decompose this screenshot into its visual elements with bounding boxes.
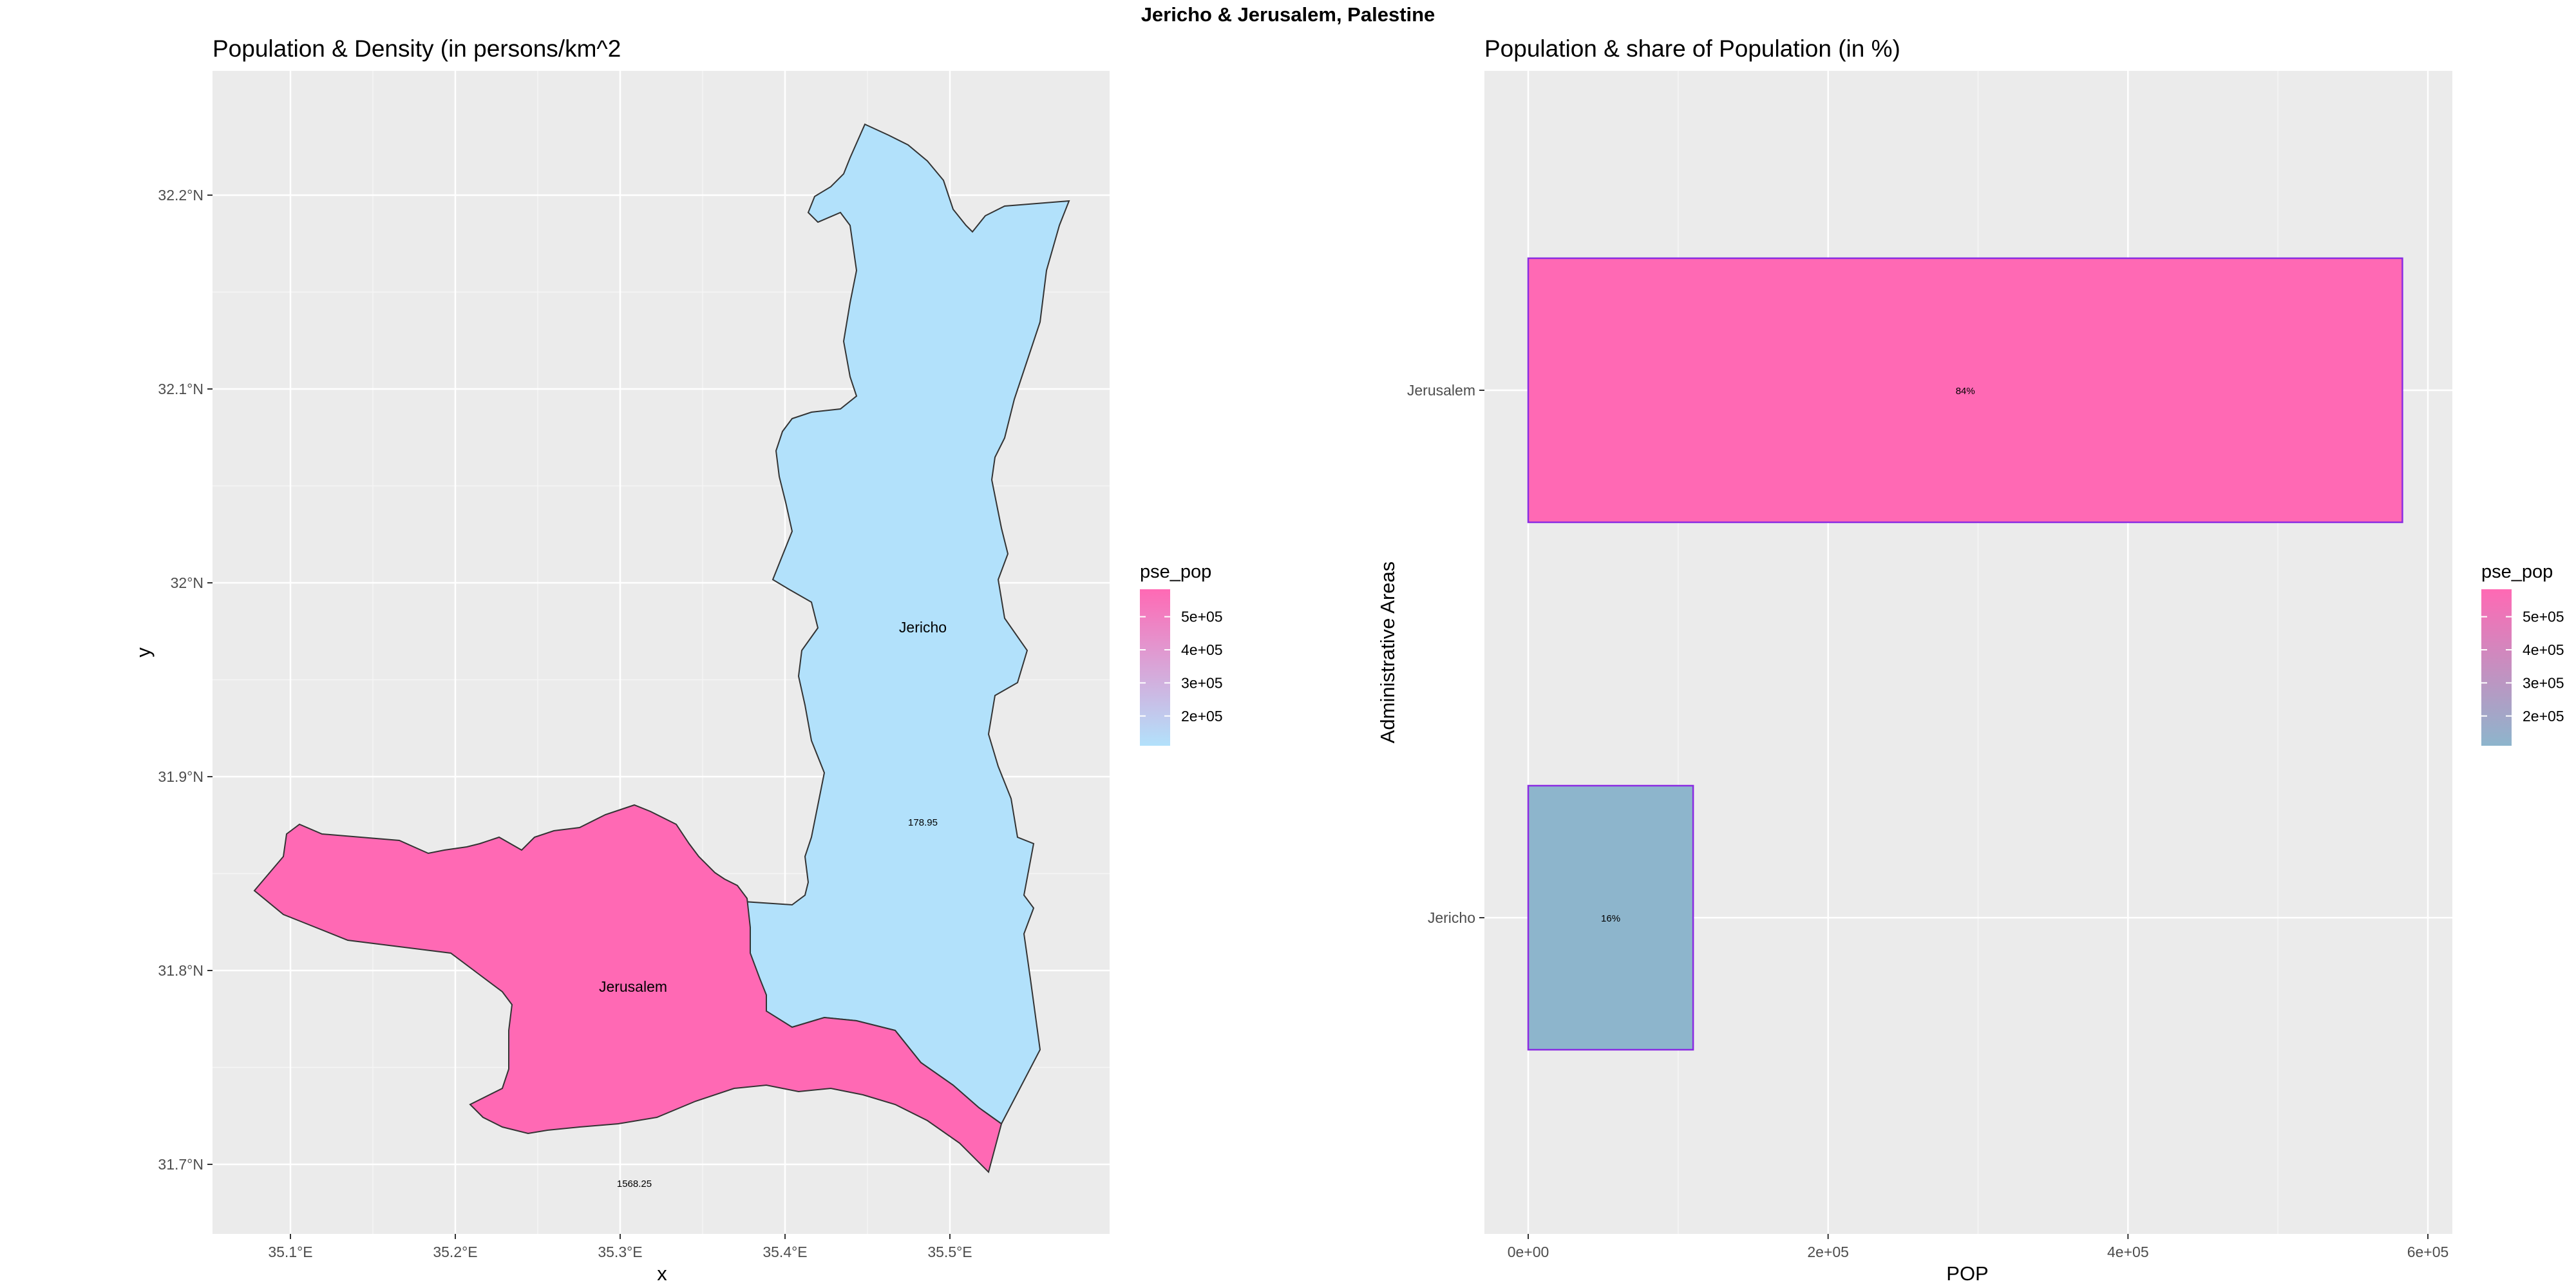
map-y-tick-label: 32°N <box>171 574 204 591</box>
bar-x-tick-label: 0e+00 <box>1508 1244 1549 1260</box>
region-label-jerusalem: Jerusalem <box>599 978 667 995</box>
bar-y-axis: Jericho Jerusalem <box>1407 382 1484 926</box>
density-label-jerusalem: 1568.25 <box>617 1179 652 1189</box>
bar-x-tick-label: 4e+05 <box>2107 1244 2149 1260</box>
map-legend-colorbar <box>1140 589 1170 746</box>
bar-x-tick-label: 2e+05 <box>1807 1244 1849 1260</box>
map-legend-title: pse_pop <box>1140 562 1211 582</box>
map-panel: Population & Density (in persons/km^2 Je… <box>132 35 1223 1285</box>
bar-x-tick-label: 6e+05 <box>2407 1244 2449 1260</box>
map-y-axis: 31.7°N 31.8°N 31.9°N 32°N 32.1°N 32.2°N <box>158 187 213 1173</box>
region-jerusalem-shape[interactable] <box>253 804 1003 1173</box>
map-title: Population & Density (in persons/km^2 <box>213 35 621 62</box>
bar-legend-tick-label: 4e+05 <box>2523 641 2564 658</box>
bar-jericho[interactable] <box>1527 784 1694 1051</box>
density-label-jericho: 178.95 <box>908 817 938 828</box>
map-legend: pse_pop 2e+05 3e+05 4e+05 5e+05 <box>1140 562 1223 746</box>
bar-legend-title: pse_pop <box>2481 562 2553 582</box>
bar-jerusalem[interactable] <box>1527 257 2403 524</box>
map-y-tick-label: 31.7°N <box>158 1156 204 1173</box>
map-legend-tick-label: 2e+05 <box>1181 708 1223 724</box>
bar-label-jerusalem: 84% <box>1956 386 1975 397</box>
region-label-jericho: Jericho <box>899 619 947 636</box>
bar-legend: pse_pop 2e+05 3e+05 4e+05 5e+05 <box>2481 562 2564 746</box>
bar-plot-background <box>1484 71 2452 1234</box>
figure-title: Jericho & Jerusalem, Palestine <box>1141 3 1435 26</box>
bar-title: Population & share of Population (in %) <box>1484 35 1900 62</box>
map-x-tick-label: 35.2°E <box>433 1244 477 1260</box>
bar-label-jericho: 16% <box>1601 913 1620 924</box>
map-legend-tick-label: 5e+05 <box>1181 609 1223 625</box>
map-legend-tick-label: 4e+05 <box>1181 641 1223 658</box>
map-legend-tick-label: 3e+05 <box>1181 674 1223 691</box>
map-y-tick-label: 32.1°N <box>158 381 204 397</box>
map-x-tick-label: 35.1°E <box>268 1244 312 1260</box>
bar-legend-colorbar <box>2481 589 2512 746</box>
bar-panel: Population & share of Population (in %) … <box>1376 35 2564 1285</box>
bar-y-axis-label: Administrative Areas <box>1376 562 1399 744</box>
map-y-tick-label: 31.8°N <box>158 962 204 979</box>
map-y-tick-label: 32.2°N <box>158 187 204 204</box>
map-x-tick-label: 35.5°E <box>927 1244 972 1260</box>
bar-y-tick-label: Jericho <box>1428 909 1475 926</box>
bar-x-axis-label: POP <box>1946 1262 1988 1285</box>
map-y-axis-label: y <box>132 647 155 658</box>
map-x-tick-label: 35.3°E <box>598 1244 642 1260</box>
bar-legend-tick-label: 3e+05 <box>2523 674 2564 691</box>
map-x-axis-label: x <box>657 1262 667 1285</box>
map-x-tick-label: 35.4°E <box>762 1244 807 1260</box>
bar-series: 16% 84% <box>1527 257 2403 1051</box>
bar-legend-tick-label: 2e+05 <box>2523 708 2564 724</box>
bar-x-axis: 0e+00 2e+05 4e+05 6e+05 <box>1508 1234 2449 1260</box>
map-x-axis: 35.1°E 35.2°E 35.3°E 35.4°E 35.5°E <box>268 1234 972 1260</box>
map-y-tick-label: 31.9°N <box>158 768 204 785</box>
bar-y-tick-label: Jerusalem <box>1407 382 1475 399</box>
bar-legend-tick-label: 5e+05 <box>2523 609 2564 625</box>
